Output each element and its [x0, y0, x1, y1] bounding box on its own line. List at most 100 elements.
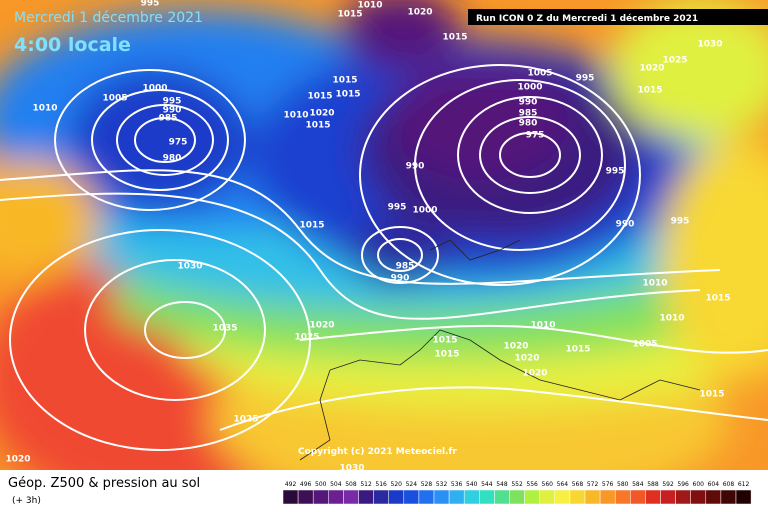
legend-swatch: [660, 489, 676, 505]
isobar-label: 1000: [517, 83, 542, 93]
isobar-label: 1010: [530, 321, 555, 331]
isobar-label: 1000: [142, 84, 167, 94]
legend-swatch: [403, 489, 420, 505]
legend-tick: 560: [542, 481, 554, 488]
isobar-label: 1030: [697, 40, 722, 50]
legend-swatch: [418, 489, 435, 505]
isobar-label: 995: [388, 203, 407, 213]
isobar-label: 1030: [177, 262, 202, 272]
legend-swatch: [569, 489, 586, 505]
isobar-label: 995: [606, 167, 625, 177]
isobar-label: 975: [526, 131, 545, 141]
isobar-label: 1015: [299, 221, 324, 231]
isobar-label: 1020: [514, 354, 539, 364]
isobar-label: 1015: [434, 350, 459, 360]
isobar-label: 1035: [212, 324, 237, 334]
legend-swatch: [358, 489, 374, 505]
legend-tick: 596: [677, 481, 689, 488]
isobar-label: 1015: [332, 76, 357, 86]
isobar-label: 1005: [527, 69, 552, 79]
isobar-label: 1010: [659, 314, 684, 324]
legend-tick: 580: [617, 481, 629, 488]
legend-swatch: [373, 489, 389, 505]
legend-tick: 612: [738, 481, 750, 488]
isobar-label: 995: [163, 97, 182, 107]
isobar-label: 980: [163, 154, 182, 164]
legend-swatch: [735, 489, 752, 505]
isobar-label: 990: [616, 220, 635, 230]
isobar-label: 1015: [442, 33, 467, 43]
legend-swatch: [554, 489, 571, 505]
legend-tick: 496: [300, 481, 312, 488]
legend-swatch: [479, 489, 495, 505]
isobars: [0, 64, 768, 451]
legend-tick: 540: [466, 481, 478, 488]
legend-tick: 512: [360, 481, 372, 488]
isobar-label: 1020: [309, 321, 334, 331]
legend-tick: 532: [436, 481, 448, 488]
footer-step: (+ 3h): [12, 496, 41, 506]
isobar-label: 1010: [283, 111, 308, 121]
isobar-label: 1015: [337, 10, 362, 20]
legend-swatch: [509, 489, 525, 505]
isobar-label: 990: [163, 106, 182, 116]
legend-swatch: [630, 489, 646, 505]
isobar-label: 1015: [705, 294, 730, 304]
legend-swatch: [328, 489, 344, 505]
legend-tick: 588: [647, 481, 659, 488]
legend-tick: 524: [406, 481, 418, 488]
legend-tick: 508: [345, 481, 357, 488]
legend-tick: 600: [693, 481, 705, 488]
legend-tick: 504: [330, 481, 342, 488]
isobar-label: 1010: [357, 1, 382, 11]
legend-swatch: [524, 489, 540, 505]
legend-swatch: [645, 489, 661, 505]
legend-tick: 492: [285, 481, 297, 488]
legend-swatch: [539, 489, 556, 505]
isobar-label: 1020: [522, 369, 547, 379]
legend-swatch: [282, 489, 299, 505]
isobar-label: 1010: [642, 279, 667, 289]
isobar-label: 990: [391, 274, 410, 284]
legend-swatch: [599, 489, 616, 505]
legend-tick: 576: [602, 481, 614, 488]
isobar-label: 995: [671, 217, 690, 227]
isobar-label: 1020: [639, 64, 664, 74]
legend-tick: 500: [315, 481, 327, 488]
legend-tick: 556: [526, 481, 538, 488]
isobar-label: 980: [519, 119, 538, 129]
isobar-label: 1005: [102, 94, 127, 104]
legend-tick: 528: [421, 481, 433, 488]
isobar-label: 985: [159, 114, 178, 124]
legend-tick: 516: [375, 481, 387, 488]
isobar-label: 1015: [699, 390, 724, 400]
legend-tick: 544: [481, 481, 493, 488]
isobar-label: 1020: [407, 8, 432, 18]
isobar-label: 1025: [662, 56, 687, 66]
isobar-label: 1010: [32, 104, 57, 114]
legend-swatch: [705, 489, 722, 505]
isobar-label: 1015: [335, 90, 360, 100]
isobar-label: 1015: [565, 345, 590, 355]
legend-tick: 584: [632, 481, 644, 488]
legend-tick: 604: [708, 481, 720, 488]
legend-swatch: [448, 489, 465, 505]
legend-swatch: [720, 489, 737, 505]
legend-tick: 592: [662, 481, 674, 488]
isobar-label: 1015: [305, 121, 330, 131]
legend-swatch: [494, 489, 510, 505]
isobar-label: 1020: [309, 109, 334, 119]
legend-swatch: [614, 489, 631, 505]
legend-swatch: [690, 489, 707, 505]
isobar-label: 975: [169, 138, 188, 148]
run-label: Run ICON 0 Z du Mercredi 1 décembre 2021: [476, 13, 698, 24]
isobar-label: 1015: [637, 86, 662, 96]
legend-tick: 548: [496, 481, 508, 488]
isobar-label: 1015: [432, 336, 457, 346]
legend-swatch: [388, 489, 405, 505]
legend-swatch: [584, 489, 601, 505]
legend-tick: 572: [587, 481, 599, 488]
footer-title: Géop. Z500 & pression au sol: [8, 476, 200, 491]
